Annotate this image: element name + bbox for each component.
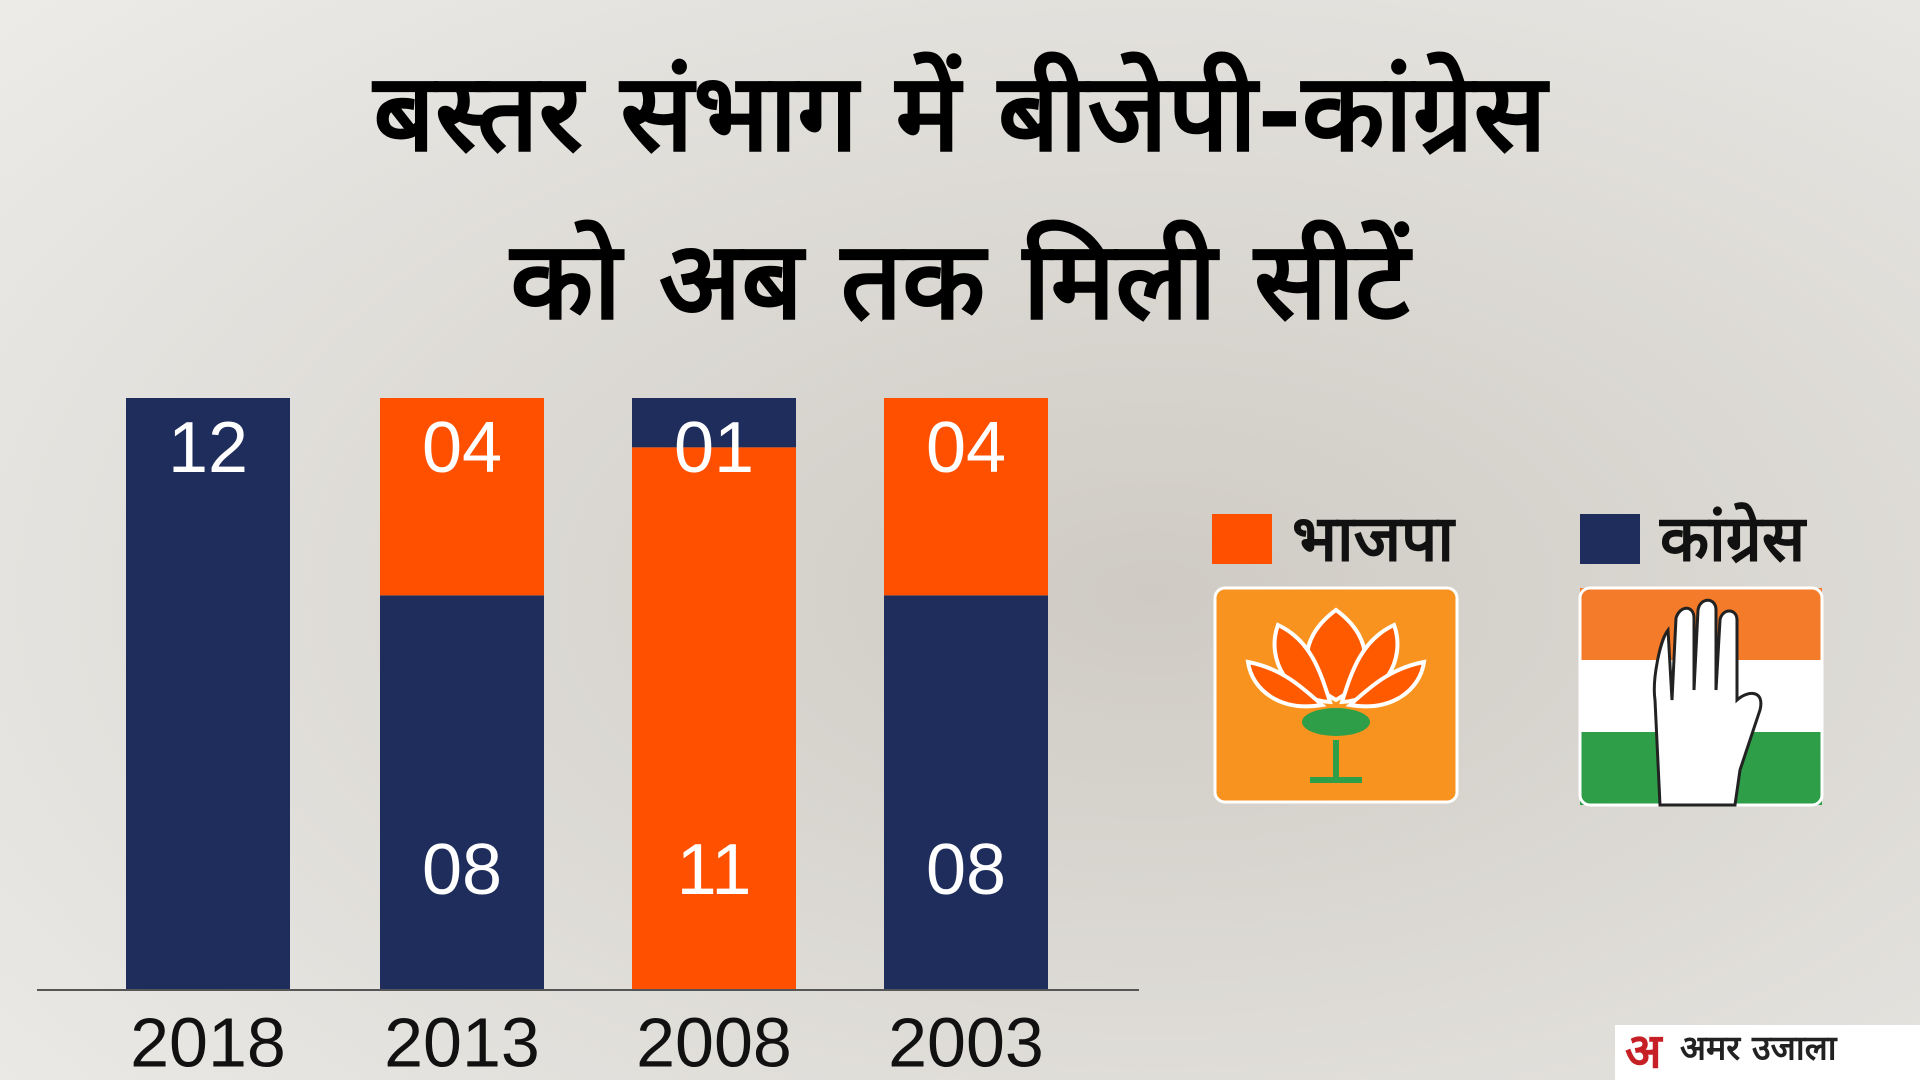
value-label: 04 [926, 408, 1006, 488]
x-tick-label: 2013 [384, 1003, 540, 1080]
svg-text:अ: अ [1625, 1024, 1664, 1080]
x-tick-label: 2008 [636, 1003, 792, 1080]
chart-title: बस्तर संभाग में बीजेपी-कांग्रेस को अब तक … [371, 51, 1550, 344]
bar-segment [632, 398, 796, 448]
plot: 2018 12 2013 08 04 2008 11 01 2003 08 04 [126, 398, 1048, 1080]
value-label: 08 [926, 830, 1006, 910]
value-label: 04 [422, 408, 502, 488]
bar-segment [380, 595, 544, 990]
bar-segment [380, 398, 544, 596]
bjp-logo [1213, 586, 1459, 804]
value-label: 08 [422, 830, 502, 910]
legend-label: भाजपा [1292, 503, 1456, 577]
value-label: 12 [168, 408, 248, 488]
value-label: 01 [674, 408, 754, 488]
x-tick-label: 2003 [888, 1003, 1044, 1080]
legend-swatch [1580, 514, 1640, 564]
watermark-box: अ अमर उजाला [1615, 1024, 1920, 1080]
legend: भाजपा कांग्रेस [1212, 502, 1808, 577]
watermark: अमर उजाला [1680, 1029, 1838, 1069]
bar-segment [884, 398, 1048, 596]
congress-logo [1578, 586, 1824, 807]
bar-segment [884, 595, 1048, 990]
value-label: 11 [677, 830, 752, 910]
bar-segment [632, 447, 796, 990]
legend-label: कांग्रेस [1659, 502, 1808, 577]
title-group: बस्तर संभाग में बीजेपी-कांग्रेस को अब तक … [371, 51, 1550, 344]
legend-swatch [1212, 514, 1272, 564]
x-tick-label: 2018 [130, 1003, 286, 1080]
bar-segment [126, 398, 290, 990]
